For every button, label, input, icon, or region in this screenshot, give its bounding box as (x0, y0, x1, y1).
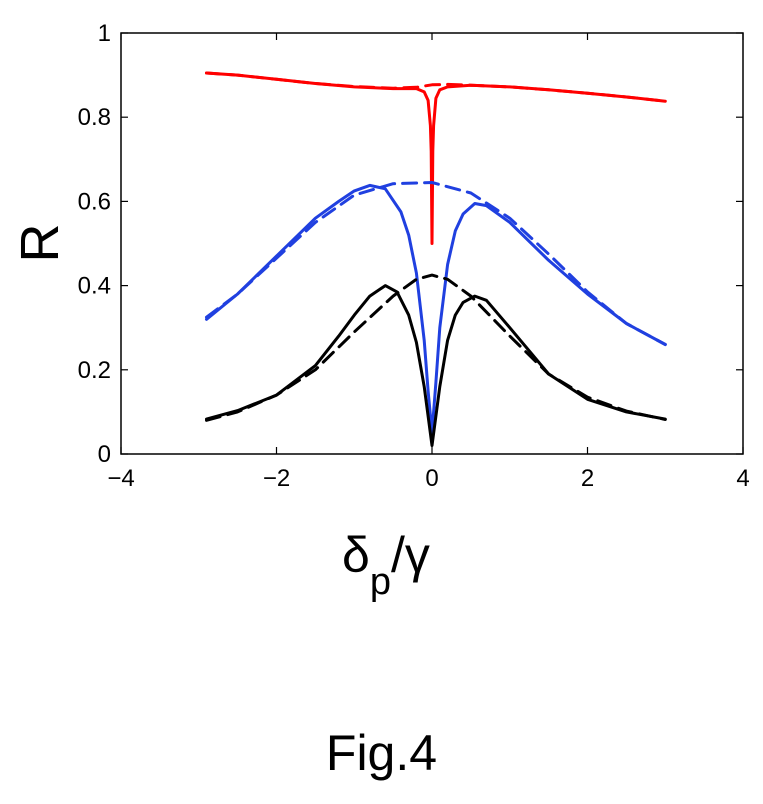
x-tick-label: −4 (107, 465, 134, 492)
figure-caption: Fig.4 (325, 725, 438, 781)
series-line-3 (205, 181, 667, 346)
series-line-1 (205, 71, 667, 103)
y-tick-label: 0 (98, 441, 111, 468)
y-axis-label: R (10, 224, 70, 263)
series-line-2 (205, 183, 667, 435)
y-tick-label: 0.4 (78, 273, 111, 300)
x-axis-label-tail: /γ (391, 527, 430, 583)
series-line-0 (205, 71, 667, 245)
y-tick-label: 1 (98, 20, 111, 47)
y-tick-label: 0.2 (78, 357, 111, 384)
x-axis-label-main: δ (342, 527, 370, 583)
y-tick-label: 0.8 (78, 104, 111, 131)
x-tick-label: 4 (736, 465, 749, 492)
y-tick-label: 0.6 (78, 188, 111, 215)
x-tick-label: 2 (581, 465, 594, 492)
x-axis-label-sub: p (370, 561, 391, 603)
x-tick-label: 0 (425, 465, 438, 492)
series-line-4 (205, 284, 667, 448)
ticks-layer: −4 −2 0 2 4 0 0.2 0.4 0.6 0.8 1 (78, 20, 750, 492)
series-layer (205, 71, 667, 448)
series-line-5 (205, 273, 667, 422)
x-axis-label: δp/γ (342, 527, 430, 603)
x-tick-label: −2 (263, 465, 290, 492)
